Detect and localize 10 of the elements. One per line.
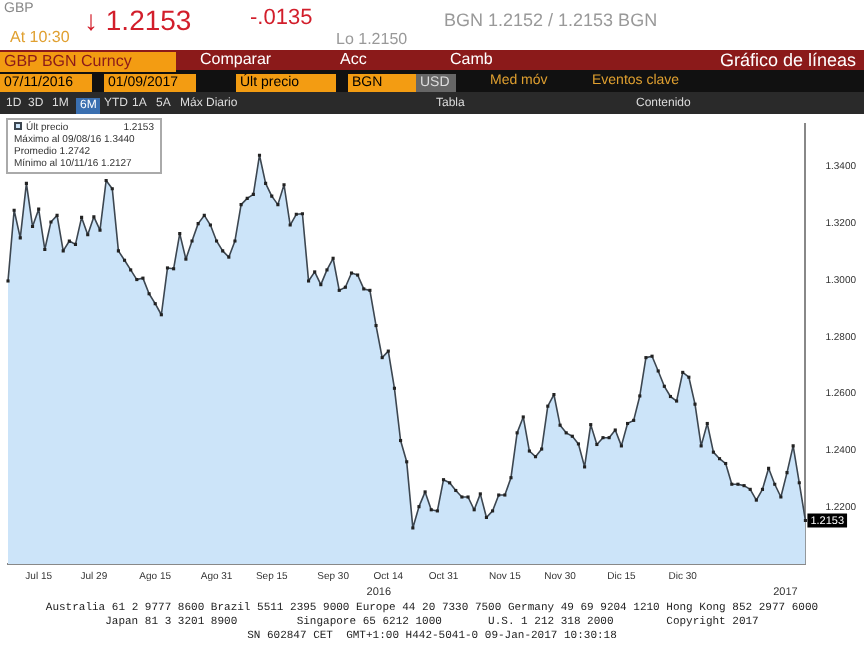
text: At 10:30 [10, 28, 70, 46]
text: -.0135 [250, 6, 313, 30]
text: BGN 1.2152 / 1.2153 BGN [444, 10, 658, 30]
text: GBP BGN Curncy [0, 52, 176, 72]
text: Acc [340, 50, 367, 68]
text: Camb [450, 50, 493, 68]
text: Lo 1.2150 [336, 30, 408, 48]
chart-title: Gráfico de líneas [719, 50, 856, 70]
text: Comparar [200, 50, 272, 68]
text: ↓ 1.2153 [84, 4, 192, 36]
